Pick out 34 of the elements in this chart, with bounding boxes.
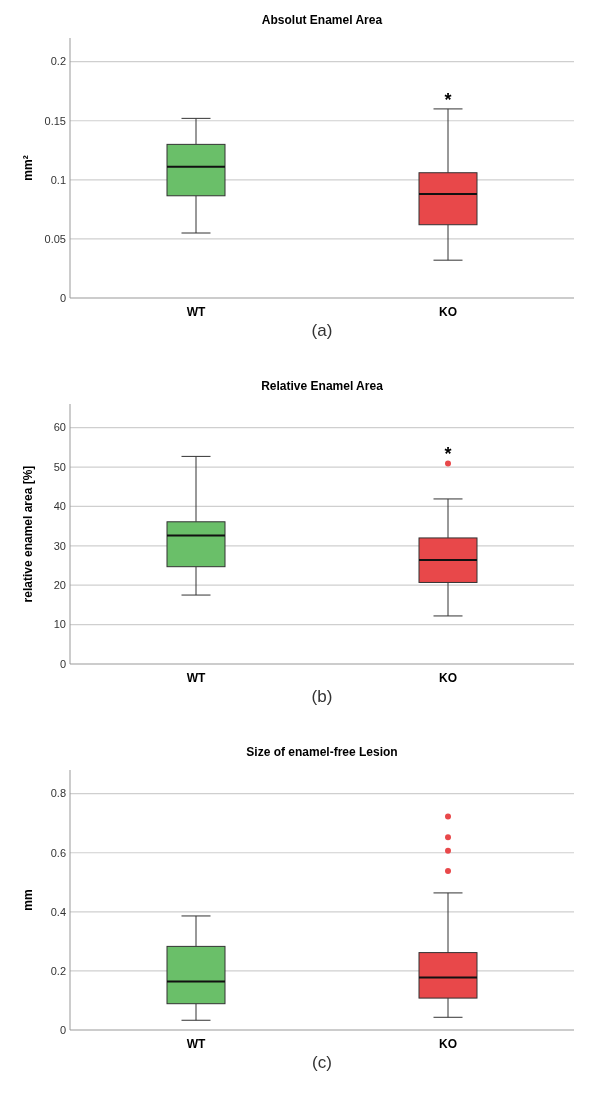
y-tick-label: 50 [53,460,66,473]
y-tick-label: 60 [53,421,66,434]
chart-title: Absolut Enamel Area [261,13,383,27]
y-tick-label: 0.2 [50,964,66,977]
y-tick-label: 0.8 [50,787,66,800]
y-tick-label: 0 [59,1023,66,1036]
annotation: * [444,89,452,110]
y-axis-title: mm [21,889,35,911]
x-tick-label: WT [186,671,206,685]
x-tick-label: KO [439,1037,457,1051]
annotation: * [444,444,452,465]
chart-title: Size of enamel-free Lesion [246,745,398,759]
x-tick-label: WT [186,1037,206,1051]
y-tick-label: 0.05 [44,232,66,245]
y-tick-label: 0 [59,291,66,304]
y-tick-label: 0.1 [50,173,66,186]
x-tick-label: KO [439,671,457,685]
text: (a) [311,321,333,340]
text: (c) [312,1053,332,1072]
y-tick-label: 0.6 [50,846,66,859]
y-axis-title: mm² [21,155,35,181]
x-tick-label: WT [186,305,206,319]
y-tick-label: 40 [53,500,66,513]
y-tick-label: 0.15 [44,114,66,127]
y-tick-label: 0.4 [50,905,66,918]
y-tick-label: 30 [53,539,66,552]
y-tick-label: 0 [59,657,66,670]
y-tick-label: 20 [53,579,66,592]
chart-title: Relative Enamel Area [261,379,384,393]
y-tick-label: 0.2 [50,55,66,68]
y-axis-title: relative enamel area [%] [21,465,35,603]
text: (b) [311,687,333,706]
y-tick-label: 10 [53,618,66,631]
x-tick-label: KO [439,305,457,319]
